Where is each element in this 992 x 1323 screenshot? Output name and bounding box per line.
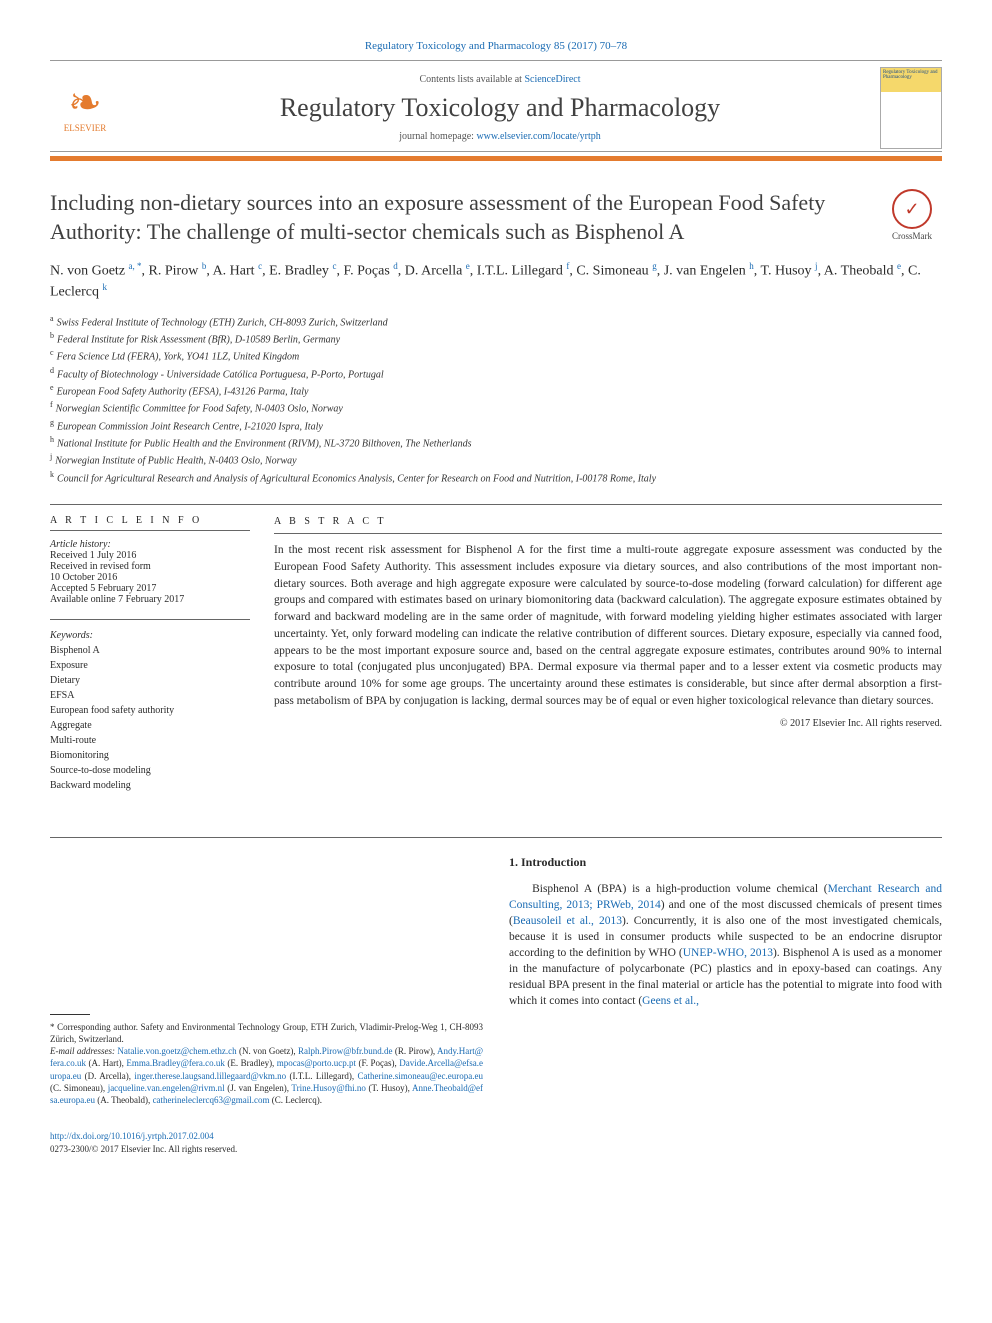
history-line: Accepted 5 February 2017: [50, 583, 250, 594]
journal-homepage: journal homepage: www.elsevier.com/locat…: [130, 131, 870, 142]
history-line: 10 October 2016: [50, 572, 250, 583]
keyword: European food safety authority: [50, 703, 250, 718]
email-addresses: E-mail addresses: Natalie.von.goetz@chem…: [50, 1045, 483, 1106]
article-info-head: A R T I C L E I N F O: [50, 515, 250, 531]
journal-name: Regulatory Toxicology and Pharmacology: [130, 93, 870, 123]
crossmark-badge[interactable]: ✓ CrossMark: [882, 189, 942, 241]
crossmark-label: CrossMark: [892, 231, 932, 241]
article-info-column: A R T I C L E I N F O Article history: R…: [50, 515, 250, 807]
left-column: * Corresponding author. Safety and Envir…: [50, 854, 483, 1155]
abstract-head: A B S T R A C T: [274, 515, 942, 535]
email-link[interactable]: mpocas@porto.ucp.pt: [277, 1058, 356, 1068]
article-title: Including non-dietary sources into an ex…: [50, 189, 862, 246]
issn-copyright: 0273-2300/© 2017 Elsevier Inc. All right…: [50, 1144, 237, 1154]
email-link[interactable]: inger.therese.laugsand.lillegaard@vkm.no: [134, 1071, 286, 1081]
affiliation: eEuropean Food Safety Authority (EFSA), …: [50, 382, 942, 399]
intro-text: Bisphenol A (BPA) is a high-production v…: [509, 881, 942, 1010]
affiliation: kCouncil for Agricultural Research and A…: [50, 469, 942, 486]
history-line: Received 1 July 2016: [50, 550, 250, 561]
affiliation: gEuropean Commission Joint Research Cent…: [50, 417, 942, 434]
article-history: Article history: Received 1 July 2016Rec…: [50, 539, 250, 605]
history-label: Article history:: [50, 539, 250, 550]
email-link[interactable]: Catherine.simoneau@ec.europa.eu: [358, 1071, 484, 1081]
doi-block: http://dx.doi.org/10.1016/j.yrtph.2017.0…: [50, 1130, 483, 1155]
email-link[interactable]: Natalie.von.goetz@chem.ethz.ch: [117, 1046, 236, 1056]
affiliation: jNorwegian Institute of Public Health, N…: [50, 451, 942, 468]
contents-prefix: Contents lists available at: [419, 74, 524, 85]
keyword: Bisphenol A: [50, 643, 250, 658]
keywords-label: Keywords:: [50, 628, 250, 643]
intro-heading: 1. Introduction: [509, 854, 942, 871]
keyword: Aggregate: [50, 718, 250, 733]
header-citation: Regulatory Toxicology and Pharmacology 8…: [50, 40, 942, 52]
ref-link[interactable]: Geens et al.,: [642, 995, 699, 1007]
email-link[interactable]: Emma.Bradley@fera.co.uk: [126, 1058, 225, 1068]
masthead: ❧ ELSEVIER Contents lists available at S…: [50, 60, 942, 152]
author-list: N. von Goetz a, *, R. Pirow b, A. Hart c…: [50, 260, 942, 303]
email-link[interactable]: Ralph.Pirow@bfr.bund.de: [298, 1046, 393, 1056]
affiliation: cFera Science Ltd (FERA), York, YO41 1LZ…: [50, 347, 942, 364]
keyword: Biomonitoring: [50, 748, 250, 763]
homepage-link[interactable]: www.elsevier.com/locate/yrtph: [476, 131, 600, 142]
affiliation: aSwiss Federal Institute of Technology (…: [50, 313, 942, 330]
email-link[interactable]: Trine.Husoy@fhi.no: [291, 1083, 365, 1093]
affiliation: hNational Institute for Public Health an…: [50, 434, 942, 451]
footnote-rule: [50, 1014, 90, 1015]
contents-available: Contents lists available at ScienceDirec…: [130, 74, 870, 85]
ref-link[interactable]: Merchant Research and Consulting, 2013; …: [509, 883, 942, 911]
elsevier-tree-icon: ❧: [68, 83, 102, 123]
sciencedirect-link[interactable]: ScienceDirect: [524, 74, 580, 85]
history-line: Available online 7 February 2017: [50, 594, 250, 605]
abstract-column: A B S T R A C T In the most recent risk …: [274, 515, 942, 807]
abstract-text: In the most recent risk assessment for B…: [274, 542, 942, 709]
affiliation: dFaculty of Biotechnology - Universidade…: [50, 365, 942, 382]
keyword: Multi-route: [50, 733, 250, 748]
keyword: Backward modeling: [50, 778, 250, 793]
journal-cover-thumb: Regulatory Toxicology and Pharmacology: [880, 67, 942, 149]
keyword: Exposure: [50, 658, 250, 673]
publisher-logo: ❧ ELSEVIER: [50, 68, 120, 148]
history-line: Received in revised form: [50, 561, 250, 572]
keywords-block: Keywords: Bisphenol AExposureDietaryEFSA…: [50, 628, 250, 793]
publisher-name: ELSEVIER: [64, 123, 107, 133]
ref-link[interactable]: Beausoleil et al., 2013: [513, 915, 622, 927]
homepage-prefix: journal homepage:: [399, 131, 476, 142]
email-link[interactable]: catherineleclercq63@gmail.com: [153, 1095, 270, 1105]
keyword: Source-to-dose modeling: [50, 763, 250, 778]
ref-link[interactable]: UNEP-WHO, 2013: [683, 947, 773, 959]
affiliations: aSwiss Federal Institute of Technology (…: [50, 313, 942, 486]
abstract-copyright: © 2017 Elsevier Inc. All rights reserved…: [274, 717, 942, 732]
keyword: EFSA: [50, 688, 250, 703]
affiliation: fNorwegian Scientific Committee for Food…: [50, 399, 942, 416]
crossmark-icon: ✓: [892, 189, 932, 229]
email-link[interactable]: jacqueline.van.engelen@rivm.nl: [108, 1083, 225, 1093]
right-column: 1. Introduction Bisphenol A (BPA) is a h…: [509, 854, 942, 1155]
footnotes: * Corresponding author. Safety and Envir…: [50, 1021, 483, 1106]
affiliation: bFederal Institute for Risk Assessment (…: [50, 330, 942, 347]
doi-link[interactable]: http://dx.doi.org/10.1016/j.yrtph.2017.0…: [50, 1131, 214, 1141]
keyword: Dietary: [50, 673, 250, 688]
corresponding-author: * Corresponding author. Safety and Envir…: [50, 1021, 483, 1045]
meta-divider: [50, 619, 250, 620]
orange-rule: [50, 156, 942, 161]
